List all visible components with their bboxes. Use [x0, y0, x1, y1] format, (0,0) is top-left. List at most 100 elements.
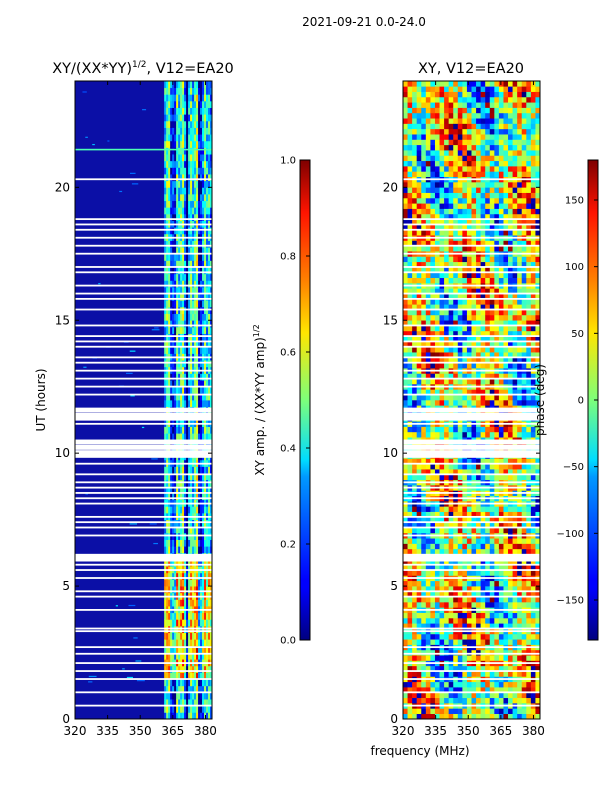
- amplitude-cell: [198, 154, 201, 162]
- colorbar-tick-label: 0.0: [280, 636, 296, 647]
- amplitude-cell: [188, 293, 191, 301]
- phase-cell: [480, 314, 486, 321]
- amplitude-cell: [166, 479, 169, 487]
- phase-cell: [485, 182, 491, 188]
- amplitude-cell: [206, 433, 209, 441]
- amplitude-cell: [190, 625, 193, 634]
- amplitude-cell: [168, 320, 171, 328]
- phase-cell: [453, 671, 459, 677]
- phase-cell: [462, 107, 468, 114]
- amplitude-cell: [164, 114, 167, 122]
- amplitude-cell: [198, 313, 201, 321]
- phase-cell: [476, 91, 481, 98]
- phase-cell: [476, 144, 481, 151]
- amplitude-cell: [168, 187, 171, 195]
- phase-cell: [412, 591, 417, 598]
- amplitude-cell: [200, 665, 203, 673]
- amplitude-cell: [176, 539, 179, 547]
- amplitude-cell: [168, 107, 171, 115]
- amplitude-cell: [164, 559, 167, 567]
- amplitude-cell: [180, 193, 183, 202]
- phase-cell: [403, 219, 408, 225]
- phase-cell: [403, 245, 408, 252]
- phase-cell: [457, 86, 463, 92]
- phase-cell: [462, 112, 468, 119]
- phase-cell: [412, 245, 417, 252]
- phase-cell: [434, 649, 440, 656]
- amplitude-cell: [170, 193, 173, 202]
- phase-cell: [439, 580, 445, 587]
- amplitude-cell: [168, 167, 171, 175]
- phase-cell: [430, 687, 436, 693]
- phase-cell: [471, 256, 477, 263]
- phase-cell: [466, 623, 472, 629]
- phase-cell: [453, 543, 459, 550]
- phase-cell: [462, 708, 468, 714]
- amplitude-cell: [188, 426, 191, 434]
- amplitude-cell: [196, 87, 199, 95]
- amplitude-speckle: [119, 190, 123, 193]
- amplitude-cell: [200, 672, 203, 680]
- amplitude-cell: [172, 639, 175, 647]
- amplitude-cell: [184, 260, 187, 268]
- phase-cell: [425, 602, 431, 608]
- phase-cell: [457, 213, 463, 220]
- phase-cell: [430, 144, 436, 151]
- amplitude-cell: [168, 493, 171, 501]
- phase-cell: [480, 309, 486, 316]
- amplitude-cell: [170, 639, 173, 647]
- amplitude-cell: [190, 506, 193, 514]
- phase-cell: [421, 213, 427, 220]
- phase-cell: [403, 197, 408, 204]
- amplitude-cell: [202, 287, 205, 295]
- phase-cell: [485, 681, 491, 688]
- phase-cell: [466, 543, 472, 550]
- amplitude-cell: [178, 313, 181, 321]
- phase-cell: [489, 692, 495, 699]
- phase-cell: [434, 341, 440, 348]
- phase-cell: [448, 336, 454, 342]
- amplitude-cell: [188, 306, 191, 315]
- amplitude-cell: [186, 114, 189, 122]
- phase-cell: [425, 708, 431, 714]
- amplitude-cell: [176, 532, 179, 540]
- phase-cell: [425, 197, 431, 204]
- phase-cell: [453, 591, 459, 598]
- amplitude-cell: [172, 559, 175, 567]
- amplitude-cell: [178, 81, 181, 89]
- phase-cell: [416, 304, 422, 310]
- amplitude-cell: [204, 619, 207, 627]
- phase-cell: [485, 139, 491, 146]
- flagged-gap: [75, 590, 212, 593]
- phase-cell: [444, 570, 449, 576]
- amplitude-cell: [190, 107, 193, 115]
- amplitude-cell: [168, 273, 171, 281]
- phase-cell: [416, 277, 422, 284]
- phase-cell: [480, 325, 486, 332]
- amplitude-cell: [206, 81, 209, 89]
- flagged-gap: [75, 345, 212, 348]
- phase-cell: [471, 288, 477, 294]
- amplitude-cell: [184, 519, 187, 527]
- phase-cell: [407, 400, 413, 406]
- amplitude-cell: [208, 193, 211, 202]
- amplitude-cell: [196, 287, 199, 295]
- amplitude-cell: [188, 400, 191, 408]
- amplitude-cell: [176, 326, 179, 334]
- phase-cell: [466, 112, 472, 119]
- amplitude-cell: [178, 466, 181, 474]
- phase-cell: [448, 346, 454, 353]
- amplitude-cell: [202, 672, 205, 680]
- phase-cell: [412, 261, 417, 268]
- amplitude-cell: [192, 207, 195, 215]
- phase-cell: [476, 671, 481, 677]
- phase-cell: [430, 357, 436, 364]
- amplitude-cell: [166, 426, 169, 434]
- amplitude-cell: [164, 167, 167, 175]
- amplitude-cell: [208, 273, 211, 281]
- amplitude-cell: [206, 306, 209, 315]
- amplitude-cell: [196, 167, 199, 175]
- amplitude-cell: [206, 619, 209, 627]
- phase-cell: [466, 426, 472, 433]
- phase-cell: [471, 431, 477, 438]
